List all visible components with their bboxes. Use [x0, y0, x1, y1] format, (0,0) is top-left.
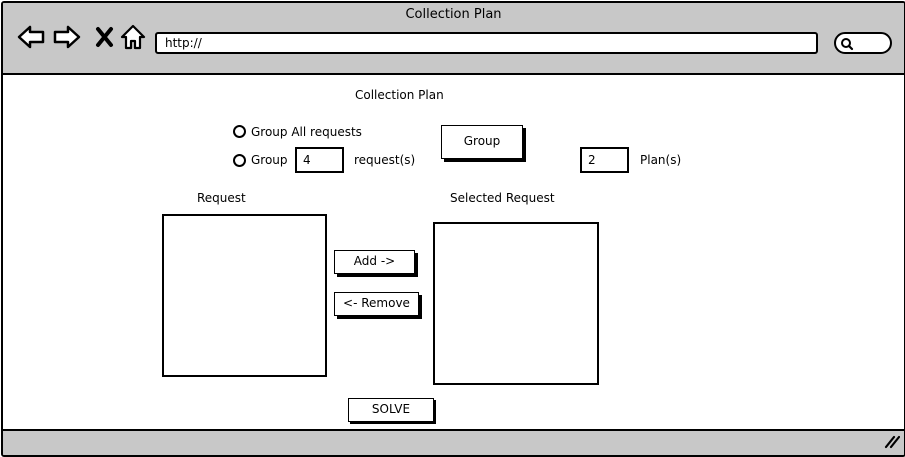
status-bar — [3, 429, 904, 455]
forward-arrow-icon[interactable] — [53, 23, 81, 51]
radio-group-n-label: Group — [251, 153, 288, 167]
solve-button[interactable]: SOLVE — [348, 398, 434, 422]
radio-group-all[interactable] — [233, 125, 246, 138]
plans-unit-label: Plan(s) — [640, 153, 682, 167]
url-input[interactable]: http:// — [155, 32, 818, 54]
back-arrow-icon[interactable] — [17, 23, 45, 51]
window-title: Collection Plan — [405, 7, 502, 22]
home-icon[interactable] — [119, 23, 147, 51]
page-title: Collection Plan — [355, 88, 444, 102]
requests-unit-label: request(s) — [354, 153, 416, 167]
request-listbox[interactable] — [162, 214, 327, 377]
search-field[interactable] — [834, 32, 892, 54]
selected-list-header: Selected Request — [450, 191, 555, 205]
add-button[interactable]: Add -> — [334, 250, 415, 274]
selected-request-listbox[interactable] — [433, 222, 599, 385]
request-list-header: Request — [197, 191, 246, 205]
radio-group-n[interactable] — [233, 154, 246, 167]
radio-group-all-label: Group All requests — [251, 125, 362, 139]
group-button[interactable]: Group — [441, 125, 523, 159]
plans-count-input[interactable]: 2 — [580, 147, 629, 173]
browser-toolbar: Collection Plan http:// — [3, 3, 904, 75]
group-count-input[interactable]: 4 — [295, 147, 344, 173]
close-icon[interactable] — [91, 23, 119, 51]
remove-button[interactable]: <- Remove — [334, 292, 419, 316]
resize-grip-icon[interactable] — [884, 435, 900, 449]
search-icon — [841, 38, 854, 51]
